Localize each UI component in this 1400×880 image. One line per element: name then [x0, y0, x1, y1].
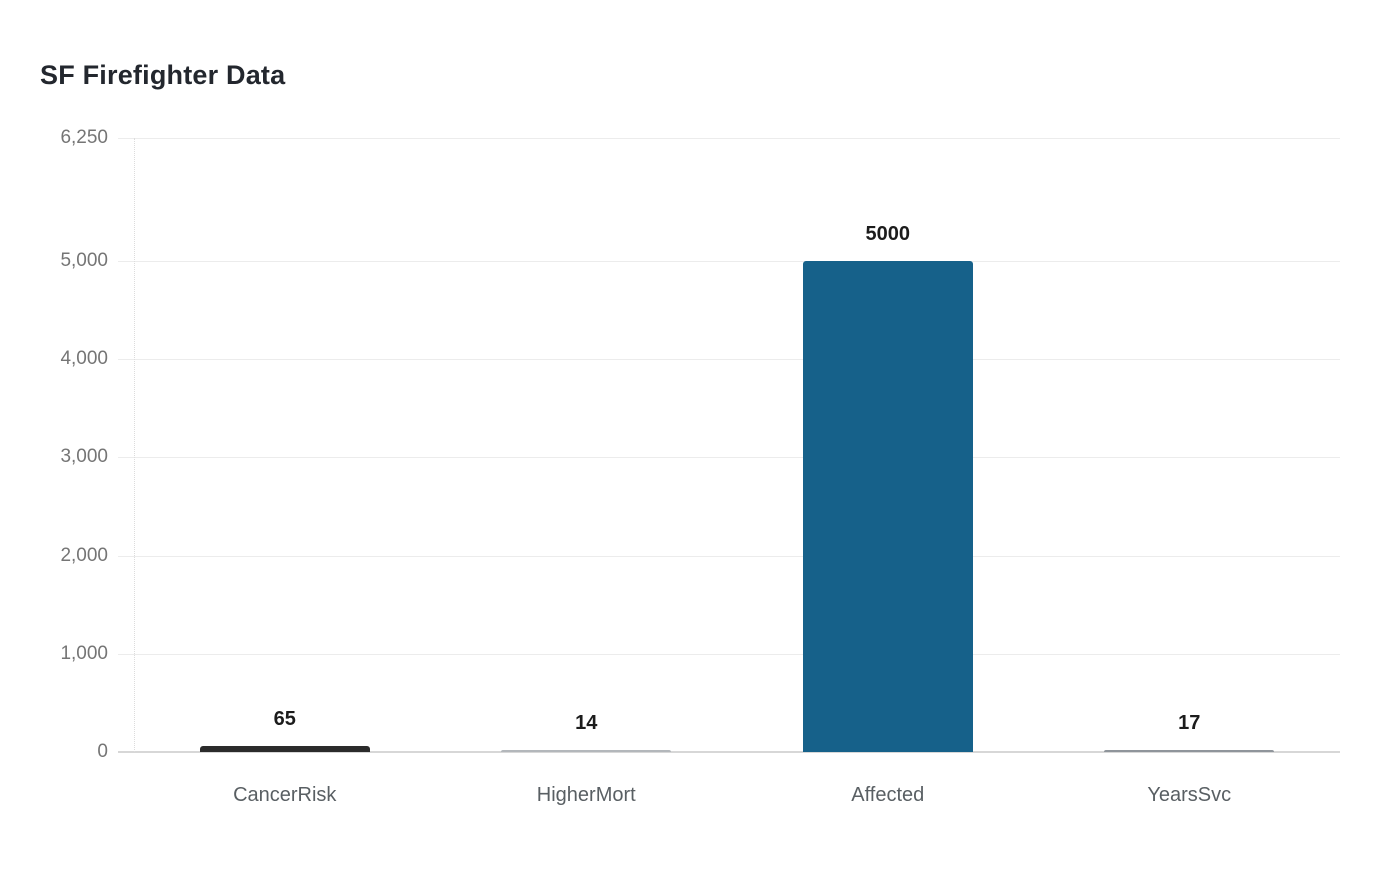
x-axis-baseline: [118, 751, 1340, 753]
chart-title: SF Firefighter Data: [40, 60, 286, 90]
bar-value-label: 14: [575, 712, 598, 734]
bar-YearsSvc: [1104, 750, 1275, 752]
y-axis-line: [134, 138, 135, 752]
y-tick-label: 4,000: [60, 348, 108, 370]
bar-HigherMort: [501, 750, 672, 752]
bar-value-label: 17: [1178, 712, 1201, 734]
gridline: [118, 555, 1340, 557]
y-tick-label: 2,000: [60, 544, 108, 566]
bar-Affected: [802, 260, 973, 752]
y-tick-label: 6,250: [60, 127, 108, 148]
gridline: [118, 359, 1340, 361]
bar-value-label: 5000: [865, 222, 911, 245]
x-axis-category-label: CancerRisk: [233, 784, 337, 806]
x-axis-category-label: HigherMort: [536, 784, 636, 806]
gridline: [118, 138, 1340, 139]
y-tick-label: 5,000: [60, 249, 108, 271]
bar-value-label: 65: [273, 707, 296, 730]
gridline: [118, 260, 1340, 262]
gridline: [118, 457, 1340, 459]
x-axis-category-label: YearsSvc: [1147, 784, 1232, 806]
y-tick-label: 0: [97, 741, 108, 762]
y-tick-label: 3,000: [60, 446, 108, 468]
gridline: [118, 653, 1340, 655]
y-tick-label: 1,000: [60, 642, 108, 664]
bar-CancerRisk: [199, 745, 370, 752]
x-axis-category-label: Affected: [851, 784, 925, 806]
